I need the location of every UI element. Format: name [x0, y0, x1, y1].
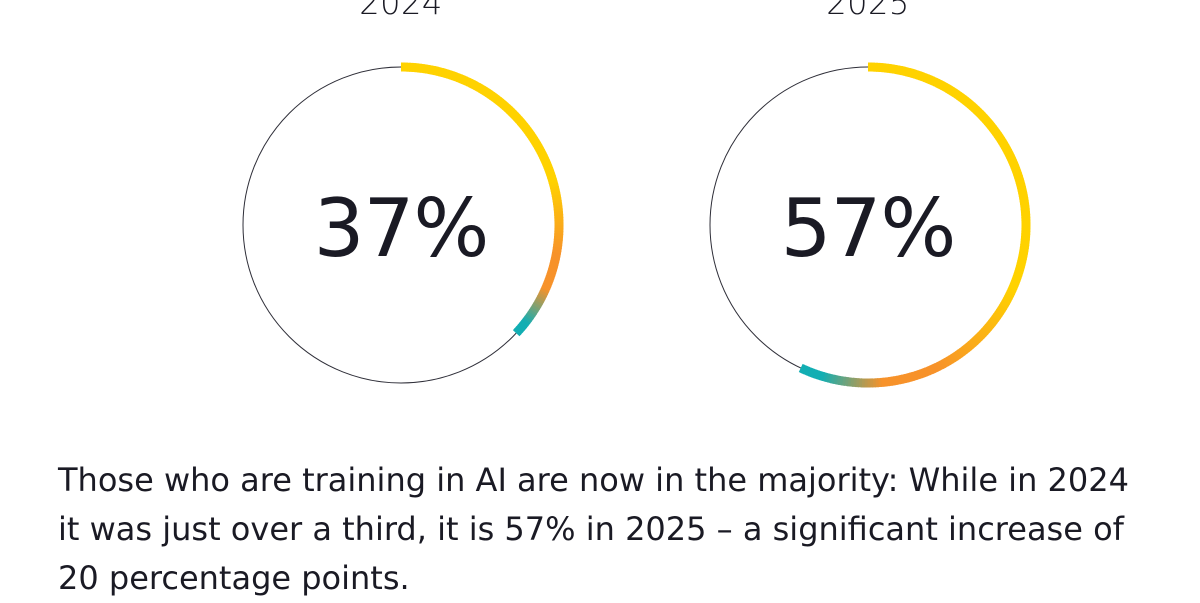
donut-chart-2025: 2025 57% — [698, 0, 1038, 400]
caption-text: Those who are training in AI are now in … — [58, 456, 1158, 603]
donut-arc-segment — [801, 368, 804, 369]
percent-label-2024: 37% — [231, 182, 571, 275]
percent-label-2025: 57% — [698, 182, 1038, 275]
donut-chart-2024: 2024 37% — [231, 0, 571, 400]
donut-arc-segment — [516, 331, 518, 333]
